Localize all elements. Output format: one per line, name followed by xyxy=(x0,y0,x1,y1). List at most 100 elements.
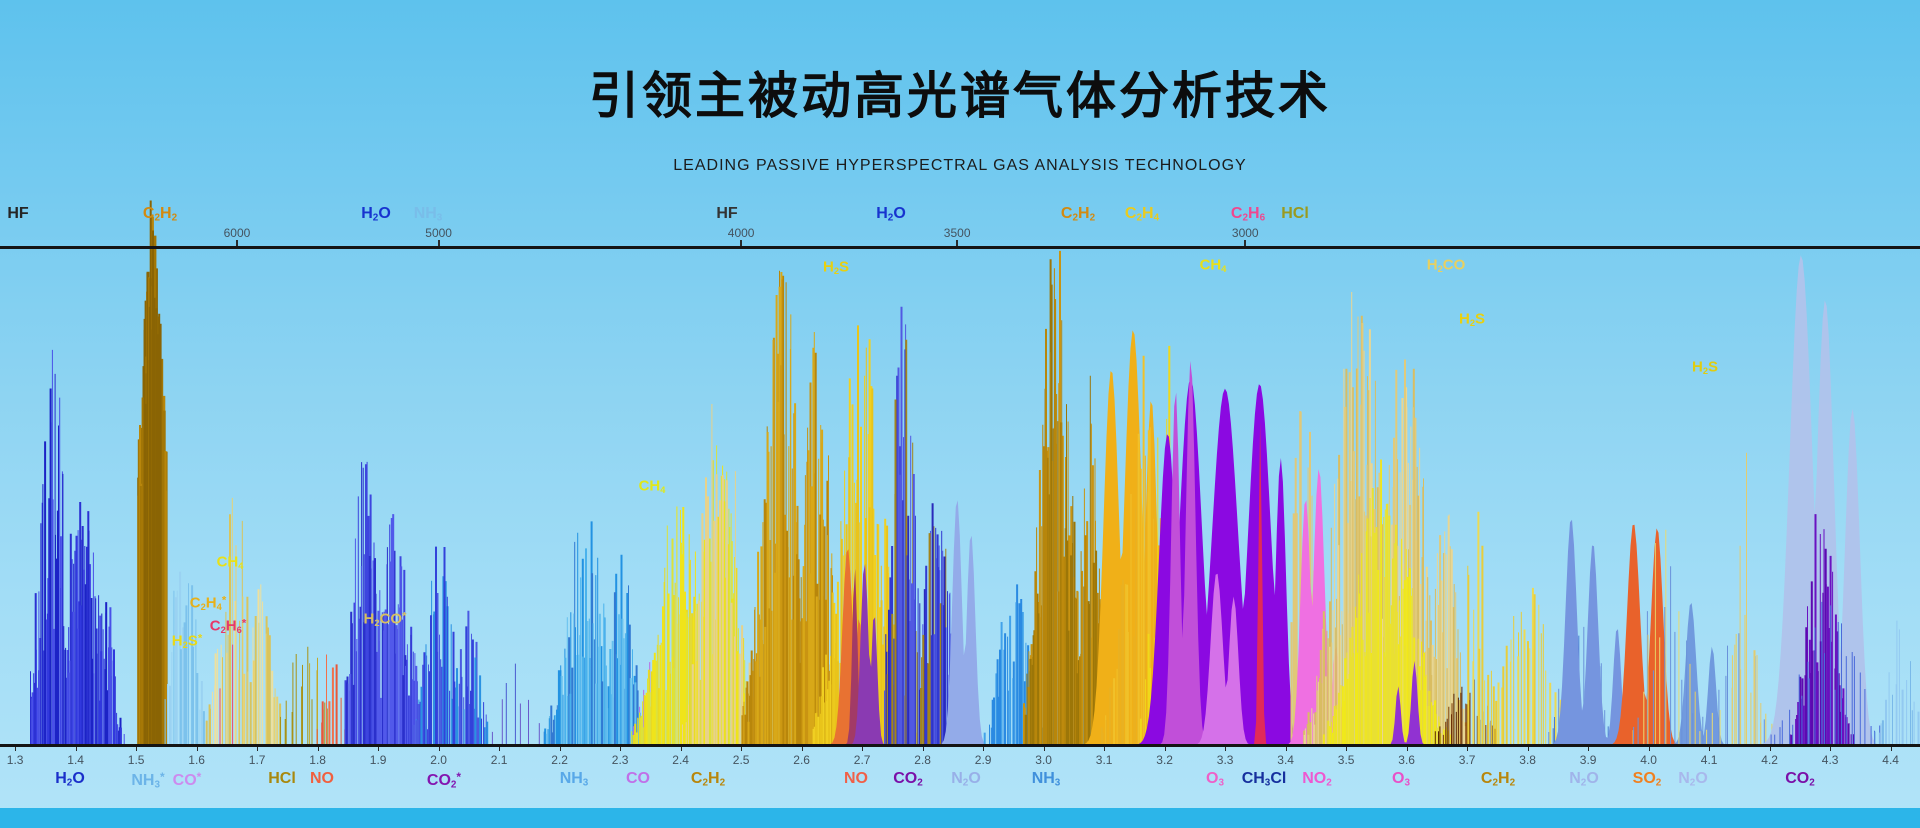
annotation-label: H2S xyxy=(1691,358,1719,376)
x-axis-tick-mark xyxy=(257,747,259,751)
band-spikes xyxy=(1874,661,1913,745)
gas-label: CO2 xyxy=(893,770,923,789)
spectrum-band-NH3-2.25 xyxy=(543,521,643,745)
top-molecule-label: HF xyxy=(716,205,738,222)
x-axis-tick-label: 3.6 xyxy=(1398,753,1415,767)
x-axis-tick-mark xyxy=(559,747,561,751)
x-axis-tick-mark xyxy=(983,747,985,751)
gas-label: NH3 xyxy=(559,770,589,789)
band-spikes xyxy=(210,520,243,745)
spectrum-band-CO2-4.3 xyxy=(1750,255,1886,745)
x-axis-tick-mark xyxy=(1709,747,1711,751)
spectrum-band-C2H6-1.65 xyxy=(219,644,234,745)
gas-label: N2O xyxy=(1569,770,1599,789)
x-axis-tick-label: 1.3 xyxy=(6,753,24,767)
gas-label: NO xyxy=(844,770,868,787)
x-axis-tick-mark xyxy=(499,747,501,751)
x-axis-tick-mark xyxy=(1225,747,1227,751)
spectrum-band-ltblue-4.42 xyxy=(1874,620,1920,745)
spectrum-band-C2H2-1.52 xyxy=(137,200,168,745)
x-axis-tick-label: 2.9 xyxy=(974,753,992,767)
spectrum-band-khaki-4.16 xyxy=(1731,452,1762,745)
x-axis-tick-label: 4.1 xyxy=(1700,753,1718,767)
band-area xyxy=(843,568,867,745)
gas-label: CO2* xyxy=(426,770,462,791)
band-spikes xyxy=(205,514,282,745)
band-spikes xyxy=(231,497,276,745)
band-area xyxy=(847,563,888,745)
x-axis-tick-mark xyxy=(438,747,440,751)
spectrum-band-violet-3.6 xyxy=(1386,660,1428,745)
band-spikes xyxy=(1878,620,1915,745)
x-axis-tick-label: 3.2 xyxy=(1156,753,1173,767)
band-spikes xyxy=(560,613,640,745)
x-axis-tick-mark xyxy=(1830,747,1832,751)
top-axis-tick-label: 3500 xyxy=(943,226,971,240)
spectrum-band-CO2-2.0 xyxy=(412,546,489,745)
gas-label: N2O xyxy=(951,770,981,789)
annotation-label: H2S xyxy=(1458,310,1486,328)
gas-label: CO* xyxy=(172,770,202,790)
x-axis-tick-label: 2.2 xyxy=(551,753,568,767)
annotation-label: H2CO* xyxy=(363,610,407,628)
top-molecule-label: H2O xyxy=(876,205,906,224)
top-molecule-label: C2H2 xyxy=(142,205,178,224)
band-spikes xyxy=(179,585,205,745)
band-area xyxy=(1252,421,1269,745)
spectrum-band-NH3-1.58 xyxy=(164,571,205,745)
top-axis-tick-label: 4000 xyxy=(727,226,755,240)
x-axis-tick-label: 3.3 xyxy=(1216,753,1234,767)
x-axis-tick-mark xyxy=(1769,747,1771,751)
x-axis-tick-mark xyxy=(801,747,803,751)
x-axis-tick-mark xyxy=(1346,747,1348,751)
x-axis-tick-mark xyxy=(922,747,924,751)
spectrum-band-orchid-3.23 xyxy=(1156,360,1212,745)
gas-label: O3 xyxy=(1392,770,1410,789)
x-axis-tick-label: 2.8 xyxy=(914,753,931,767)
top-molecule-label: NH3 xyxy=(413,205,443,224)
gas-label: C2H2 xyxy=(1480,770,1516,789)
gas-label: SO2 xyxy=(1632,770,1662,789)
footer-bar xyxy=(0,808,1920,828)
x-axis-tick-label: 3.0 xyxy=(1035,753,1052,767)
x-axis-tick-label: 2.4 xyxy=(672,753,689,767)
x-axis-tick-label: 3.8 xyxy=(1519,753,1536,767)
band-spikes xyxy=(164,583,197,745)
x-axis-tick-mark xyxy=(1527,747,1529,751)
x-axis-tick-mark xyxy=(1467,747,1469,751)
spectrum-band-H2CO-1.9 xyxy=(344,461,430,745)
band-spikes xyxy=(564,548,641,745)
top-axis-tick-mark xyxy=(740,240,743,246)
band-spikes xyxy=(893,349,963,745)
x-axis-tick-mark xyxy=(1164,747,1166,751)
top-axis-tick-label: 3000 xyxy=(1231,226,1259,240)
gas-label: HCl xyxy=(268,770,296,787)
x-axis-tick-label: 2.0 xyxy=(430,753,447,767)
band-spikes xyxy=(280,646,328,745)
x-axis-tick-label: 4.4 xyxy=(1882,753,1899,767)
band-area xyxy=(1604,524,1685,745)
top-molecule-label: C2H6 xyxy=(1230,205,1266,224)
annotation-label: CH4 xyxy=(1199,256,1227,274)
bottom-axis-line xyxy=(0,744,1920,747)
spectrum-band-CO2-2.71 xyxy=(847,563,888,745)
band-spikes xyxy=(243,660,279,745)
spectrum-band-N2O-2.87 xyxy=(935,500,991,745)
spectrum-band-yellow-3.75 xyxy=(1467,511,1576,745)
band-spikes xyxy=(1731,452,1762,745)
spectrum-band-H2O-2.8 xyxy=(884,306,969,745)
x-axis-tick-mark xyxy=(1648,747,1650,751)
top-molecule-label: HCl xyxy=(1281,205,1309,222)
gas-label: NH3* xyxy=(131,770,165,791)
x-axis-tick-label: 3.9 xyxy=(1579,753,1597,767)
x-axis-tick-label: 1.4 xyxy=(67,753,84,767)
x-axis-tick-label: 3.5 xyxy=(1337,753,1355,767)
page-subtitle: LEADING PASSIVE HYPERSPECTRAL GAS ANALYS… xyxy=(673,157,1247,174)
top-molecule-label: C2H2 xyxy=(1060,205,1096,224)
spectrum-band-maroon-2.69 xyxy=(843,568,867,745)
top-axis-tick-mark xyxy=(235,240,238,246)
x-axis-tick-label: 1.5 xyxy=(127,753,145,767)
annotation-label: C2H6* xyxy=(209,617,247,635)
top-molecule-label: HF xyxy=(7,205,29,222)
